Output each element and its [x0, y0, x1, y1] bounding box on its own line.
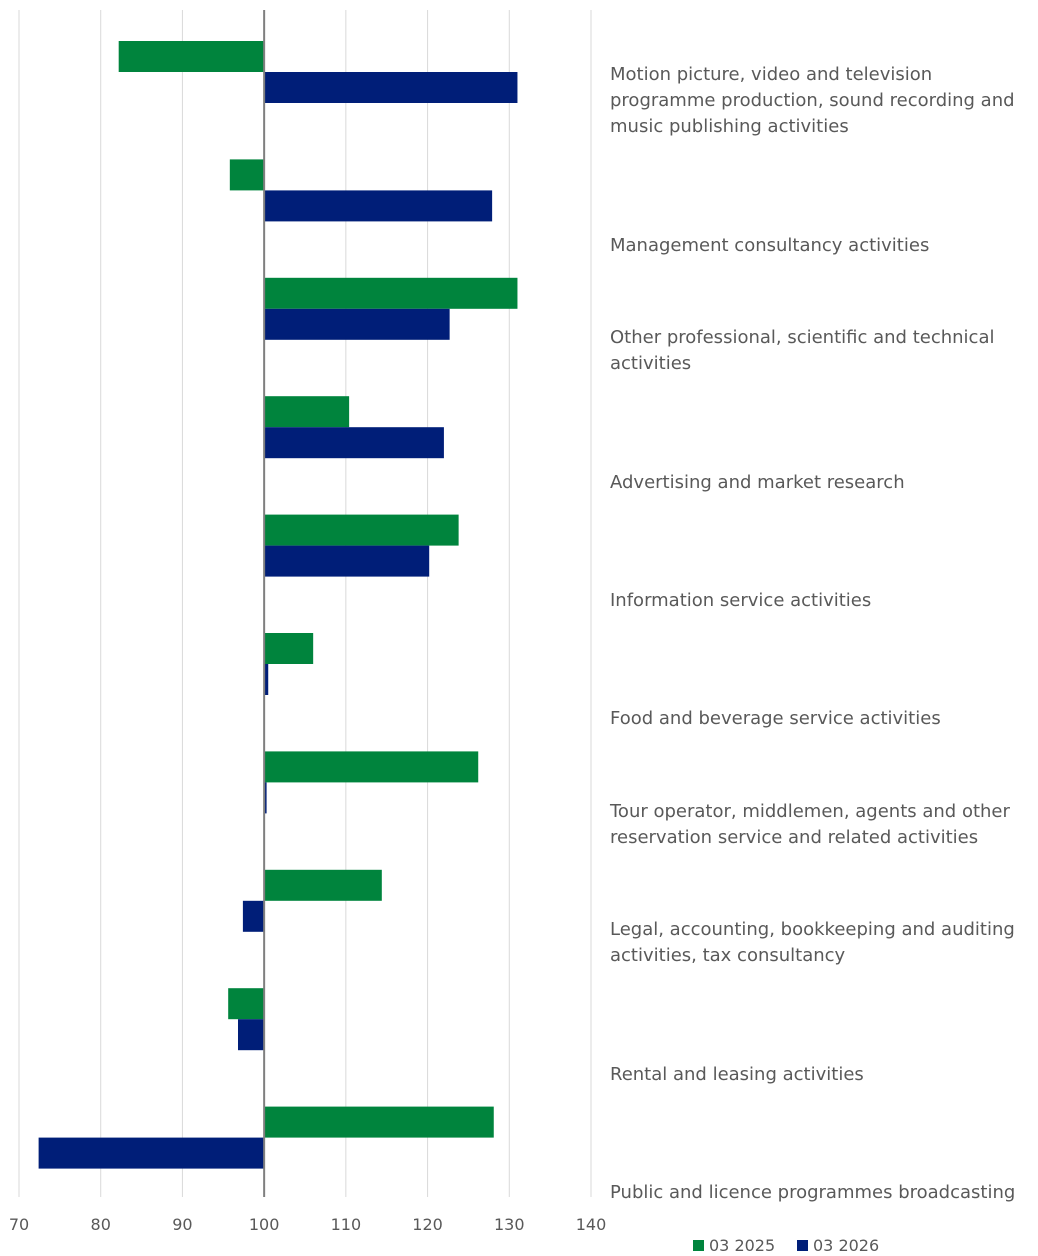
bar-series-0-cat-2: [264, 277, 518, 309]
legend-label-series-0: 03 2025: [709, 1236, 776, 1255]
bar-series-1-cat-9: [38, 1137, 265, 1169]
category-label: Other professional, scientific and techn…: [610, 327, 995, 375]
category-label: Food and beverage service activities: [610, 708, 941, 730]
category-label: Rental and leasing activities: [610, 1063, 864, 1085]
bar-series-1-cat-5: [264, 664, 269, 695]
legend-label-series-1: 03 2026: [813, 1236, 880, 1255]
bar-series-0-cat-1: [229, 159, 265, 191]
x-tick-label: 140: [576, 1215, 607, 1234]
bar-series-1-cat-2: [264, 308, 450, 340]
x-tick-label: 100: [249, 1215, 280, 1234]
category-label: Management consultancy activities: [610, 234, 930, 256]
bar-series-1-cat-0: [264, 72, 518, 103]
category-label: Motion picture, video and television pro…: [610, 64, 1015, 138]
bar-series-0-cat-3: [264, 396, 350, 428]
bar-series-0-cat-8: [228, 988, 265, 1020]
bar-series-0-cat-0: [118, 41, 265, 72]
bar-series-0-cat-4: [264, 514, 459, 546]
category-label: Information service activities: [610, 590, 872, 611]
x-tick-label: 130: [494, 1215, 525, 1234]
x-tick-label: 80: [91, 1215, 111, 1234]
bar-series-1-cat-6: [264, 782, 267, 814]
category-label: Tour operator, middlemen, agents and oth…: [610, 800, 1010, 848]
bar-series-0-cat-5: [264, 633, 314, 664]
bar-series-0-cat-6: [264, 751, 479, 783]
bar-series-1-cat-3: [264, 427, 444, 459]
gridlines: [18, 10, 592, 1197]
bar-series-1-cat-7: [242, 900, 265, 932]
bar-series-1-cat-1: [264, 190, 493, 222]
legend-item-series-0: 03 2025: [693, 1236, 775, 1255]
bars: [38, 41, 518, 1169]
x-axis-ticks: 70 80 90 100 110 120 130 140: [9, 1215, 606, 1234]
bar-series-1-cat-8: [237, 1019, 265, 1051]
bar-series-1-cat-4: [264, 545, 430, 577]
legend-swatch-series-1: [797, 1240, 808, 1251]
legend-swatch-series-0: [693, 1240, 704, 1251]
category-label: Public and licence programmes broadcasti…: [610, 1182, 1016, 1203]
x-tick-label: 90: [172, 1215, 192, 1234]
category-label: Advertising and market research: [610, 471, 905, 493]
x-tick-label: 110: [331, 1215, 362, 1234]
x-tick-label: 120: [412, 1215, 443, 1234]
bar-series-0-cat-9: [264, 1106, 494, 1138]
bar-series-0-cat-7: [264, 869, 382, 901]
x-tick-label: 70: [9, 1215, 29, 1234]
legend-item-series-1: 03 2026: [797, 1236, 879, 1255]
category-label: Legal, accounting, bookkeeping and audit…: [610, 919, 1015, 967]
